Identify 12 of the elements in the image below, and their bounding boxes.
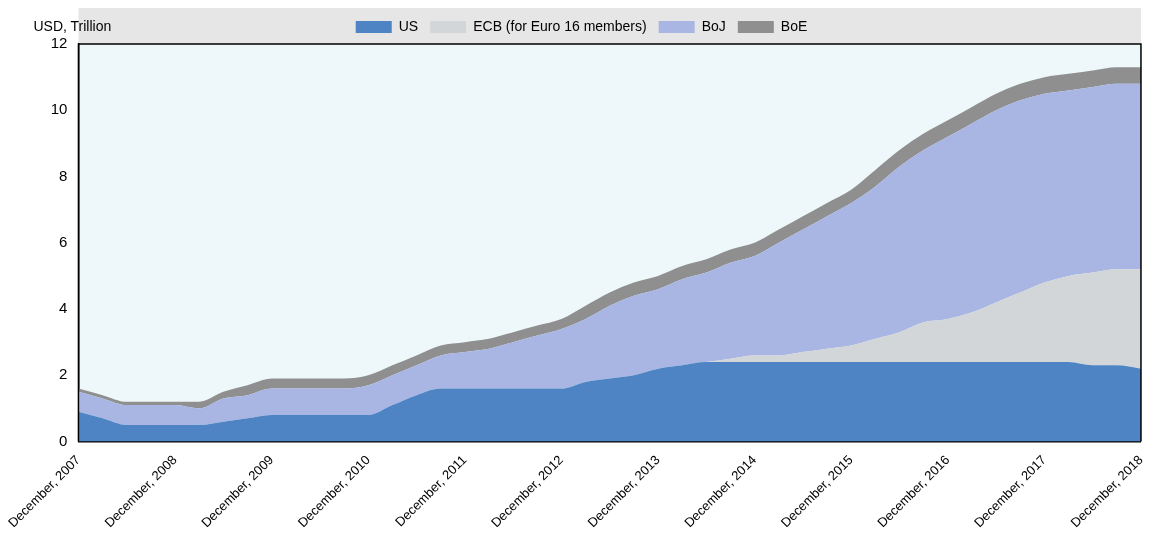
legend-label: US xyxy=(398,17,419,34)
legend-label: BoJ xyxy=(701,17,726,34)
legend-label: ECB (for Euro 16 members) xyxy=(473,17,647,34)
y-tick-label: 6 xyxy=(59,232,68,250)
y-tick-label: 2 xyxy=(59,365,68,383)
y-tick-label: 8 xyxy=(59,166,68,184)
y-tick-label: 0 xyxy=(59,431,68,449)
y-axis-title: USD, Trillion xyxy=(33,17,112,34)
y-tick-label: 12 xyxy=(50,34,68,52)
y-tick-label: 4 xyxy=(59,299,68,317)
y-tick-label: 10 xyxy=(50,100,68,118)
legend-label: BoE xyxy=(780,17,808,34)
